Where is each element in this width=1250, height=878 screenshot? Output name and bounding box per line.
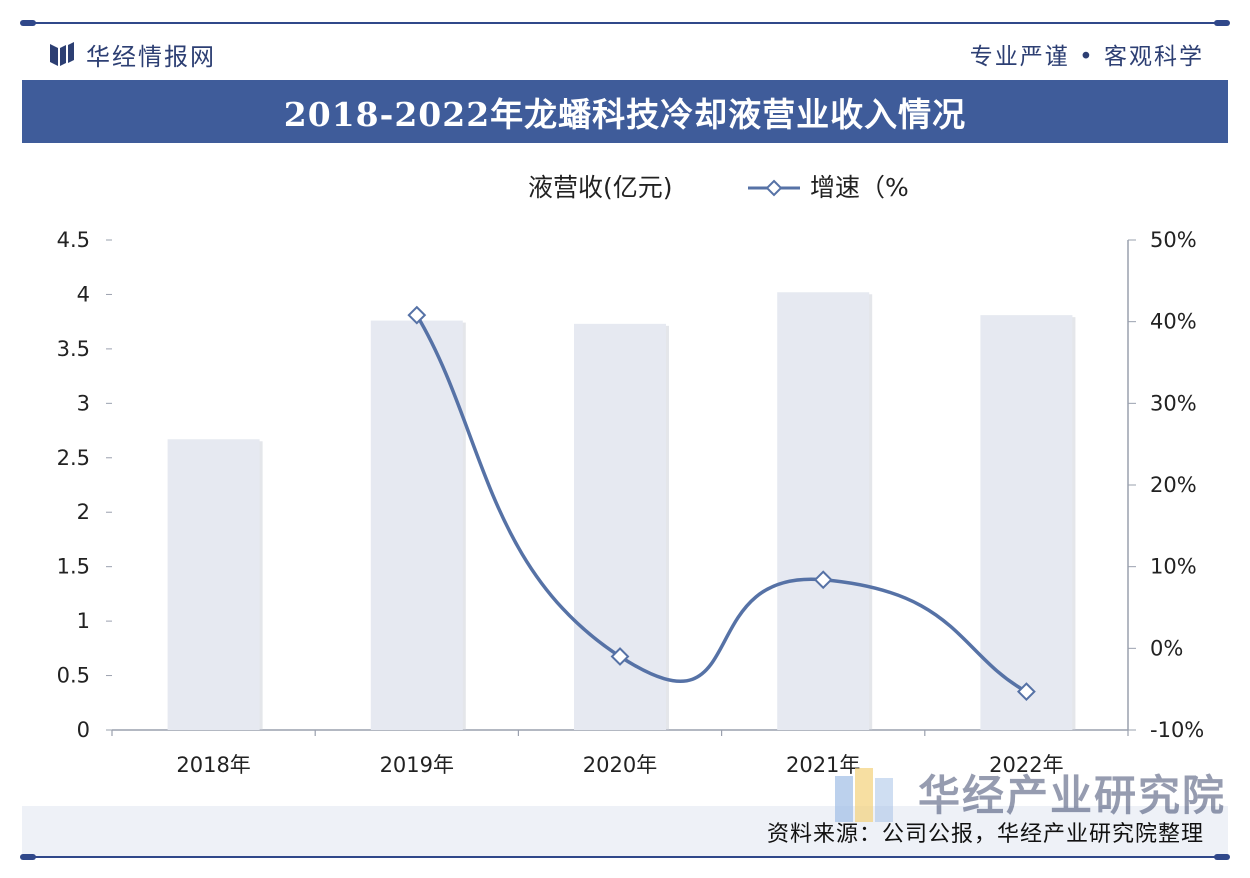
footer-band: [22, 806, 1228, 856]
right-tick-label: -10%: [1150, 718, 1204, 742]
growth-line: [415, 314, 1028, 694]
left-tick-label: 4: [77, 282, 90, 306]
source-note: 资料来源：公司公报，华经产业研究院整理: [766, 822, 1204, 847]
left-tick-label: 1.5: [57, 555, 90, 579]
bar: [574, 323, 666, 730]
legend-line-label: 增速（%: [810, 173, 909, 202]
left-tick-label: 2: [77, 500, 90, 524]
x-category-label: 2021年: [786, 753, 860, 777]
bar: [980, 315, 1073, 730]
bar: [777, 292, 870, 730]
brand-name: 华经情报网: [86, 42, 216, 71]
slogan: 专业严谨 • 客观科学: [969, 44, 1204, 70]
bar: [167, 439, 260, 730]
left-tick-label: 0: [77, 718, 90, 742]
top-rule: [20, 20, 1230, 26]
x-category-label: 2020年: [583, 753, 657, 777]
legend-diamond-icon: [765, 179, 783, 197]
bars: [167, 292, 1076, 730]
right-tick-label: 10%: [1150, 555, 1197, 579]
bar: [370, 320, 463, 730]
growth-series: [407, 305, 1036, 702]
left-tick-label: 4.5: [57, 228, 90, 252]
right-tick-label: 30%: [1150, 391, 1197, 415]
left-tick-label: 1: [77, 609, 90, 633]
left-tick-label: 2.5: [57, 446, 90, 470]
left-tick-label: 0.5: [57, 664, 90, 688]
right-tick-label: 50%: [1150, 228, 1197, 252]
brand: 华经情报网: [48, 36, 216, 72]
chart-title: 2018-2022年龙蟠科技冷却液营业收入情况: [283, 94, 967, 134]
watermark-logo-icon: [835, 768, 893, 822]
right-tick-label: 0%: [1150, 636, 1183, 660]
x-category-label: 2019年: [380, 753, 454, 777]
left-tick-label: 3.5: [57, 337, 90, 361]
title-bar: 2018-2022年龙蟠科技冷却液营业收入情况: [22, 80, 1228, 143]
right-tick-label: 20%: [1150, 473, 1197, 497]
x-category-label: 2018年: [176, 753, 250, 777]
bottom-rule: [20, 854, 1230, 860]
right-tick-label: 40%: [1150, 310, 1197, 334]
left-tick-label: 3: [77, 391, 90, 415]
growth-point: [407, 305, 427, 325]
x-category-label: 2022年: [989, 753, 1063, 777]
watermark-text: 华经产业研究院: [918, 771, 1227, 820]
brand-logo-icon: [50, 42, 74, 66]
growth-point: [813, 570, 833, 590]
growth-point: [610, 647, 630, 666]
growth-point: [1016, 682, 1036, 702]
legend: 液营收(亿元) 增速（%: [528, 173, 909, 202]
tick-labels: 0 0.5 1 1.5 2 2.5 3 3.5 4 4.5 -10% 0% 10% 20% 30% 40% 50…: [57, 228, 1205, 777]
legend-bar-label: 液营收(亿元): [528, 173, 673, 202]
